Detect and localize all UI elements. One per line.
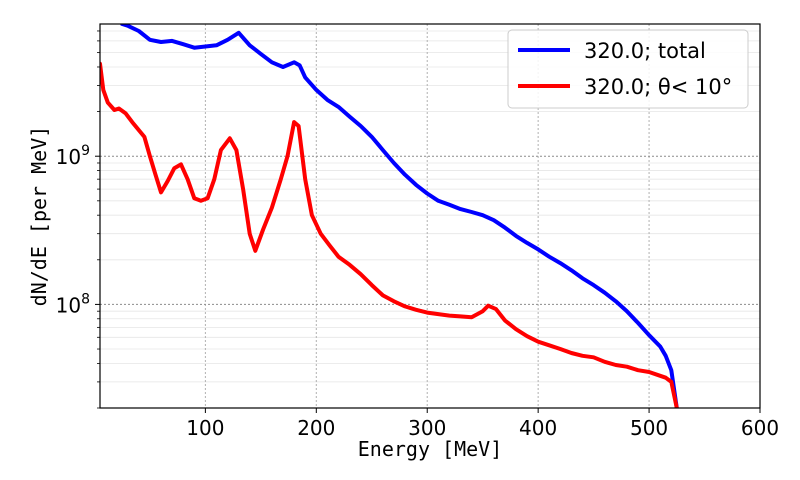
x-tick-label: 500 (630, 416, 668, 440)
x-tick-label: 400 (519, 416, 557, 440)
x-tick-label: 300 (408, 416, 446, 440)
y-tick-label: 109 (56, 143, 90, 169)
legend-label-theta: 320.0; θ< 10° (584, 75, 732, 99)
y-axis-ticks: 108 109 (56, 30, 100, 409)
series-line-0 (120, 24, 679, 408)
plot-frame (99, 23, 761, 409)
legend: 320.0; total 320.0; θ< 10° (507, 29, 749, 109)
x-tick-label: 200 (297, 416, 335, 440)
series-layer (100, 24, 679, 408)
x-tick-label: 600 (741, 416, 779, 440)
series-line-1 (100, 61, 679, 408)
y-axis-label: dN/dE [per MeV] (27, 126, 51, 307)
x-tick-label: 100 (186, 416, 224, 440)
legend-label-total: 320.0; total (584, 39, 706, 63)
x-axis-label: Energy [MeV] (358, 437, 503, 461)
y-tick-label: 108 (56, 291, 90, 317)
x-axis-ticks: 100 200 300 400 500 600 (186, 408, 779, 440)
